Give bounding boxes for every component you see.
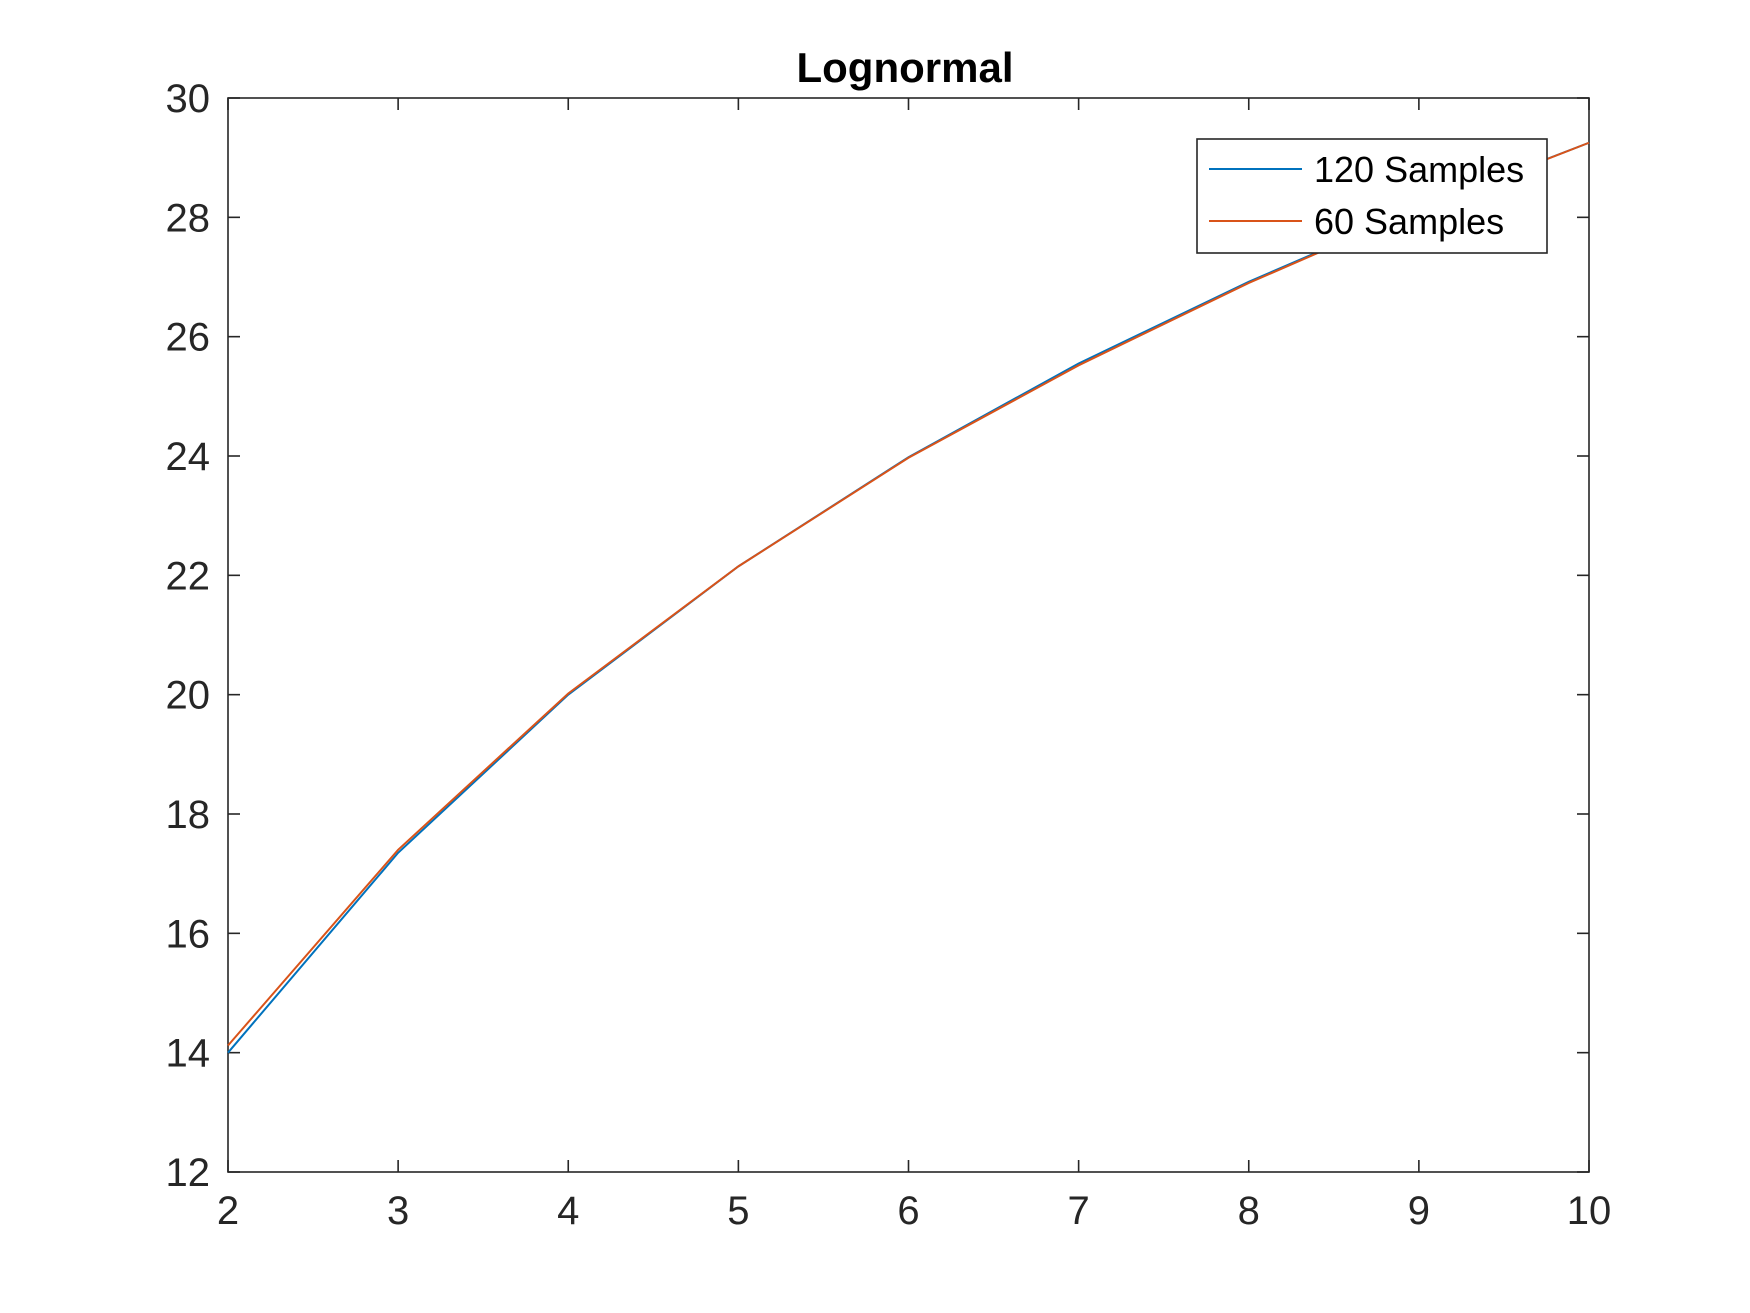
x-tick-label: 9 [1408,1189,1430,1233]
y-tick-label: 28 [166,196,211,240]
legend-label-1: 120 Samples [1314,149,1524,190]
x-tick-label: 6 [897,1189,919,1233]
chart-title: Lognormal [797,44,1014,91]
y-tick-label: 16 [166,912,211,956]
y-tick-label: 26 [166,316,211,360]
y-tick-label: 22 [166,554,211,598]
x-tick-label: 10 [1567,1189,1612,1233]
legend: 120 Samples 60 Samples [1196,138,1548,254]
y-tick-label: 24 [166,435,211,479]
x-tick-label: 4 [557,1189,579,1233]
y-tick-label: 12 [166,1151,211,1195]
y-tick-label: 30 [166,77,211,121]
x-tick-label: 8 [1238,1189,1260,1233]
y-tick-label: 20 [166,674,211,718]
x-tick-label: 5 [727,1189,749,1233]
x-tick-label: 2 [217,1189,239,1233]
x-tick-label: 7 [1068,1189,1090,1233]
x-tick-label: 3 [387,1189,409,1233]
y-tick-label: 18 [166,793,211,837]
axes-box [227,97,1590,1173]
y-tick-label: 14 [166,1032,211,1076]
plot-area: 2 3 4 5 6 7 8 9 10 12 14 16 18 20 22 24 26 28 30 120 Sample… [166,77,1612,1233]
legend-label-2: 60 Samples [1314,201,1504,242]
legend-box [1196,138,1548,254]
